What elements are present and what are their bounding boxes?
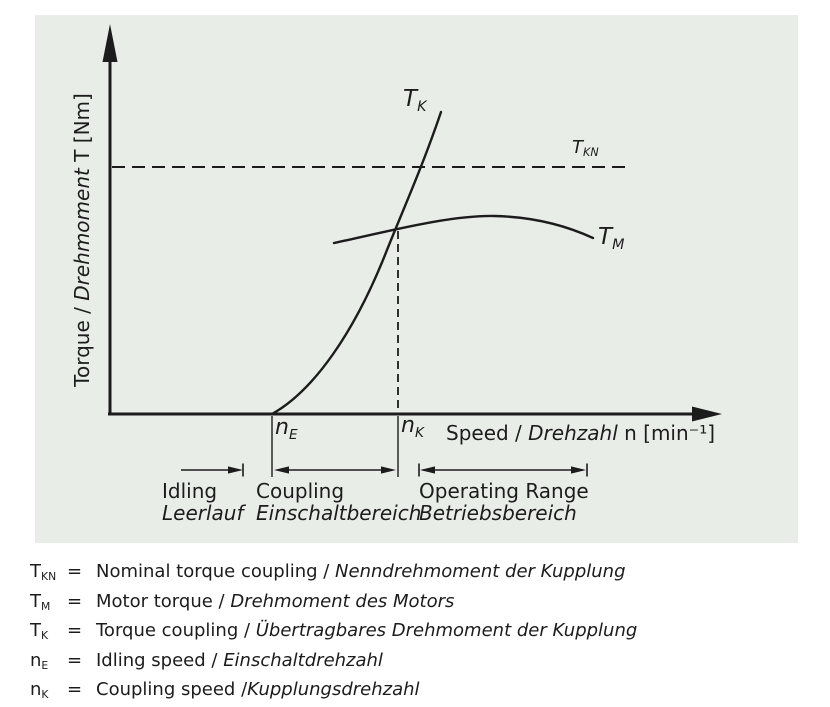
x-axis-label-unit: n [min⁻¹] <box>617 421 716 445</box>
coupling-range-label-de: Einschaltbereich <box>256 501 422 525</box>
operating-range-right-arrowhead-icon <box>571 466 586 474</box>
x-axis-label: Speed / Drehzahl n [min⁻¹] <box>446 423 715 443</box>
legend-symbol-ne: nE <box>30 649 49 672</box>
idling-range-label: Idling Leerlauf <box>162 480 244 524</box>
tm-curve <box>332 214 595 245</box>
legend-symbol-tk: TK <box>30 620 49 643</box>
operating-range-label-de: Betriebsbereich <box>419 501 577 525</box>
ne-point-label: nE <box>275 415 298 443</box>
legend-row-ne: nE = Idling speed / Einschaltdrehzahl <box>30 649 637 673</box>
legend-row-tk: TK = Torque coupling / Übertragbares Drehm… <box>30 621 637 643</box>
idling-range-arrowhead-icon <box>228 466 243 474</box>
coupling-range-label: Coupling Einschaltbereich <box>256 480 421 524</box>
equals-sign: = <box>67 679 83 700</box>
equals-sign: = <box>67 649 83 671</box>
tm-curve-label: TM <box>598 224 625 253</box>
x-axis-label-de: Drehzahl <box>528 421 618 445</box>
y-axis-arrowhead-icon <box>102 24 118 62</box>
coupling-range-right-arrowhead-icon <box>381 466 396 474</box>
coupling-range-left-arrowhead-icon <box>274 466 289 474</box>
tkn-level-label: TKN <box>572 137 599 160</box>
legend-text-tm: Motor torque / Drehmoment des Motors <box>96 590 455 612</box>
y-axis-label-de: Drehmoment <box>70 168 94 301</box>
legend-row-nk: nK = Coupling speed /Kupplungsdrehzahl <box>30 680 637 702</box>
legend-symbol-tkn: TKN <box>30 561 57 584</box>
legend-row-tm: TM = Motor torque / Drehmoment des Motors <box>30 590 637 614</box>
idling-range-label-de: Leerlauf <box>162 501 244 525</box>
equals-sign: = <box>67 590 83 612</box>
operating-range-left-arrowhead-icon <box>420 466 435 474</box>
operating-range-label: Operating Range Betriebsbereich <box>419 480 589 524</box>
legend-text-tkn: Nominal torque coupling / Nenndrehmoment… <box>96 561 626 582</box>
x-axis-label-en: Speed / <box>446 421 529 445</box>
tk-curve <box>270 110 443 416</box>
legend-row-tkn: TKN = Nominal torque coupling / Nenndrehmo… <box>30 562 637 584</box>
legend-text-tk: Torque coupling / Übertragbares Drehmome… <box>96 620 638 641</box>
y-axis-label-unit: T [Nm] <box>70 93 94 169</box>
tk-curve-label: TK <box>403 86 427 115</box>
y-axis-label-en: Torque / <box>70 300 94 387</box>
equals-sign: = <box>67 620 83 641</box>
operating-range-label-en: Operating Range <box>419 479 589 503</box>
legend-symbol-nk: nK <box>30 679 49 702</box>
coupling-range-label-en: Coupling <box>256 479 345 503</box>
legend-text-ne: Idling speed / Einschaltdrehzahl <box>96 649 383 671</box>
y-axis-label: Torque / Drehmoment T [Nm] <box>70 90 94 390</box>
nk-point-label: nK <box>401 413 424 441</box>
idling-range-label-en: Idling <box>162 479 218 503</box>
legend-text-nk: Coupling speed /Kupplungsdrehzahl <box>96 679 420 700</box>
equals-sign: = <box>67 561 83 582</box>
chart-panel <box>35 15 798 543</box>
symbol-legend: TKN = Nominal torque coupling / Nenndrehmo… <box>30 562 637 707</box>
legend-symbol-tm: TM <box>30 590 51 613</box>
x-axis-arrowhead-icon <box>692 406 722 422</box>
